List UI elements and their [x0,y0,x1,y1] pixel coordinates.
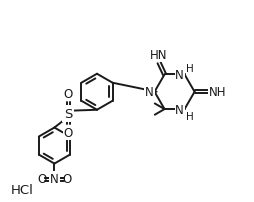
Text: O: O [62,173,72,185]
Text: HN: HN [150,49,168,62]
Text: NH: NH [209,86,227,99]
Text: H: H [186,111,193,121]
Text: O: O [64,127,73,140]
Text: N: N [145,86,154,99]
Text: H: H [186,64,193,74]
Text: HCl: HCl [11,183,34,196]
Text: N: N [50,172,59,185]
Text: S: S [64,108,72,121]
Text: O: O [64,87,73,100]
Text: N: N [175,68,184,81]
Text: N: N [175,103,184,116]
Text: O: O [37,173,46,185]
